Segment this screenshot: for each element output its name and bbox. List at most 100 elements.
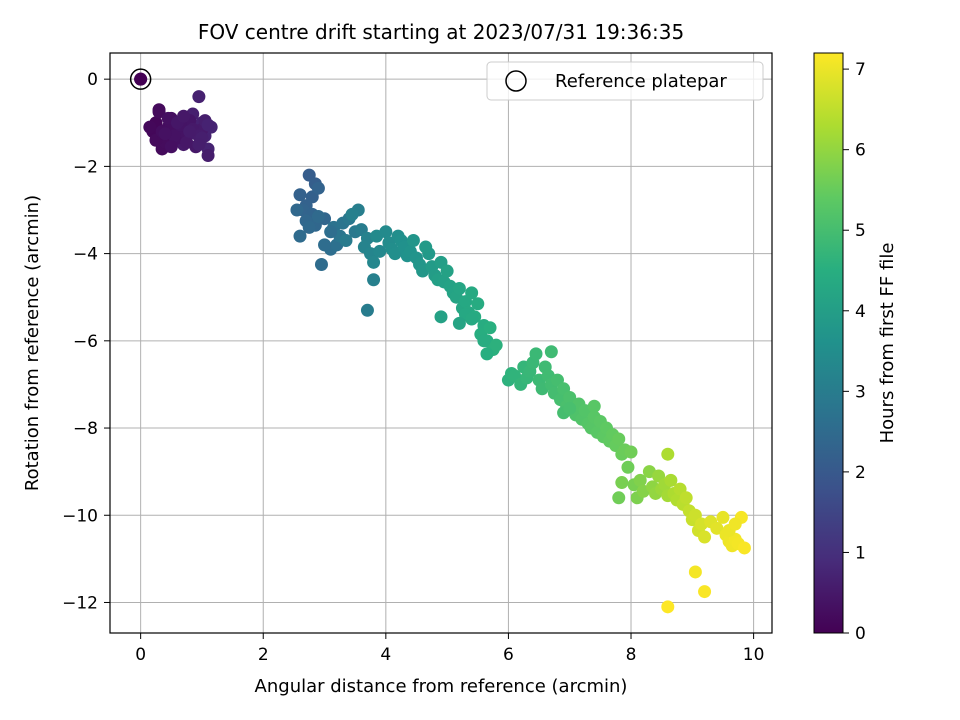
legend-label: Reference platepar — [555, 71, 727, 92]
data-point — [483, 321, 497, 335]
data-point — [661, 447, 675, 461]
data-point — [563, 391, 577, 405]
data-point — [201, 148, 215, 162]
data-point — [661, 600, 675, 614]
data-point — [679, 491, 693, 505]
data-point — [698, 585, 712, 599]
data-point — [158, 127, 172, 141]
data-point — [367, 273, 381, 287]
data-point — [406, 234, 420, 248]
y-tick-label: −8 — [73, 419, 98, 439]
data-point — [367, 255, 381, 269]
colorbar-tick-label: 4 — [855, 302, 866, 322]
reference-marker-icon — [129, 68, 152, 90]
data-point — [314, 258, 328, 272]
colorbar-tick-label: 0 — [855, 624, 866, 644]
data-point — [345, 207, 359, 221]
x-axis-ticks: 0 2 4 6 8 10 — [135, 633, 764, 665]
x-tick-label: 2 — [258, 645, 269, 665]
data-point — [143, 120, 157, 134]
data-points — [134, 72, 751, 614]
colorbar-label: Hours from first FF file — [877, 243, 898, 444]
data-point — [293, 229, 307, 243]
data-point — [318, 238, 332, 252]
data-point — [480, 347, 494, 361]
data-point — [440, 264, 454, 278]
colorbar-tick-label: 3 — [855, 382, 866, 402]
reference-data-point — [134, 72, 148, 86]
data-point — [621, 460, 635, 474]
data-point — [183, 124, 197, 138]
data-point — [192, 138, 206, 152]
data-point — [311, 210, 325, 224]
data-point — [612, 491, 626, 505]
data-point — [587, 399, 601, 413]
y-axis-label: Rotation from reference (arcmin) — [22, 195, 43, 491]
colorbar-tick-label: 7 — [855, 60, 866, 80]
data-point — [698, 530, 712, 544]
data-point — [615, 476, 629, 490]
data-point — [612, 432, 626, 446]
data-point — [688, 565, 702, 579]
y-tick-label: 0 — [87, 70, 98, 90]
data-point — [563, 401, 577, 415]
x-axis-label: Angular distance from reference (arcmin) — [255, 676, 628, 697]
x-tick-label: 8 — [626, 645, 637, 665]
colorbar-tick-label: 2 — [855, 463, 866, 483]
data-point — [465, 312, 479, 326]
data-point — [379, 225, 393, 239]
data-point — [180, 135, 194, 149]
data-point — [290, 203, 304, 217]
x-tick-label: 4 — [380, 645, 391, 665]
data-point — [529, 347, 543, 361]
colorbar-tick-label: 6 — [855, 141, 866, 161]
data-point — [664, 473, 678, 487]
data-point — [471, 297, 485, 311]
data-point — [452, 281, 466, 295]
data-point — [716, 510, 730, 524]
colorbar-ticks: 0 1 2 3 4 5 6 7 — [843, 60, 866, 644]
plot-frame — [109, 52, 773, 634]
data-point — [434, 310, 448, 324]
legend-box — [486, 61, 764, 101]
legend-marker-icon — [505, 70, 527, 92]
data-point — [633, 473, 647, 487]
reference-point — [129, 68, 152, 90]
data-point — [293, 188, 307, 202]
data-point — [728, 517, 742, 531]
data-point — [544, 345, 558, 359]
data-point — [177, 109, 191, 123]
data-point — [192, 90, 206, 104]
data-point — [465, 286, 479, 300]
colorbar-gradient — [813, 52, 844, 634]
y-axis-ticks: 0 −2 −4 −6 −8 −10 −12 — [62, 70, 110, 613]
grid-lines — [110, 53, 772, 633]
data-point — [152, 103, 166, 117]
x-tick-label: 10 — [743, 645, 765, 665]
data-point — [489, 338, 503, 352]
x-tick-label: 0 — [135, 645, 146, 665]
colorbar-tick-label: 5 — [855, 221, 866, 241]
data-point — [477, 334, 491, 348]
y-tick-label: −12 — [62, 593, 98, 613]
data-point — [201, 118, 215, 132]
y-tick-label: −2 — [73, 157, 98, 177]
data-point — [324, 225, 338, 239]
legend: Reference platepar — [486, 61, 764, 101]
data-point — [710, 521, 724, 535]
data-point — [302, 220, 316, 234]
data-point — [373, 244, 387, 258]
data-point — [737, 541, 751, 555]
y-tick-label: −6 — [73, 332, 98, 352]
colorbar: 0 1 2 3 4 5 6 7 Hours from first FF file — [813, 52, 898, 644]
data-point — [388, 247, 402, 261]
data-point — [311, 181, 325, 195]
data-point — [360, 303, 374, 317]
x-tick-label: 6 — [503, 645, 514, 665]
data-point — [624, 445, 638, 459]
data-point — [339, 234, 353, 248]
data-point — [452, 316, 466, 330]
colorbar-tick-label: 1 — [855, 543, 866, 563]
data-point — [419, 240, 433, 254]
